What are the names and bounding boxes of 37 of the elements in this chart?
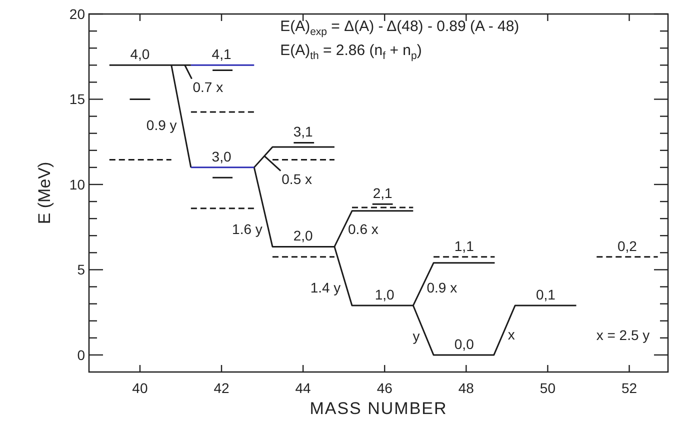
y-tick-label: 10 <box>69 176 86 192</box>
x-tick-label: 40 <box>132 380 148 396</box>
annotation: 0.5 x <box>282 170 312 187</box>
annotation: 1,0 <box>374 286 395 303</box>
annotation: 4,1 <box>212 46 232 62</box>
annotation: 0,0 <box>454 336 474 352</box>
annotation: 4,0 <box>130 46 150 62</box>
annotation: 2,1 <box>372 185 393 202</box>
x-tick-label: 50 <box>540 380 556 396</box>
annotation: y <box>412 328 420 344</box>
y-tick-label: 15 <box>69 91 86 108</box>
annotation: 0.9 y <box>146 116 177 133</box>
y-tick-label: 5 <box>77 262 86 278</box>
x-tick-label: 52 <box>621 380 638 396</box>
annotation: 0.6 x <box>348 220 378 237</box>
annotation: x = 2.5 y <box>596 327 650 343</box>
annotation: E(A)$_{th}$ = 2.86 (n$_{f}$ + n$_{p}$) <box>280 42 422 62</box>
annotation: 1.4 y <box>310 280 341 296</box>
annotation: 2,0 <box>293 228 314 244</box>
y-tick-label: 0 <box>77 346 86 363</box>
annotation: 1,1 <box>454 238 474 254</box>
x-tick-label: 46 <box>376 380 393 396</box>
annotation: 0,1 <box>536 286 556 303</box>
annotation: E(A)$_{exp}$ = Δ(A) - Δ(48) - 0.89 (A - 48) <box>280 18 520 38</box>
annotation: 0,2 <box>617 238 638 254</box>
annotation: 3,1 <box>293 124 314 140</box>
annotation: 3,0 <box>212 148 232 164</box>
x-axis-title: MASS NUMBER <box>310 398 448 418</box>
annotation: 0.7 x <box>192 78 224 95</box>
x-tick-label: 48 <box>458 380 474 396</box>
annotation: 1.6 y <box>232 220 262 237</box>
y-axis-title: E (MeV) <box>34 162 54 224</box>
x-tick-label: 42 <box>214 380 230 396</box>
annotation: x <box>508 326 515 342</box>
x-tick-label: 44 <box>295 380 312 396</box>
y-tick-label: 20 <box>69 6 86 22</box>
annotation: 0.9 x <box>426 280 458 296</box>
